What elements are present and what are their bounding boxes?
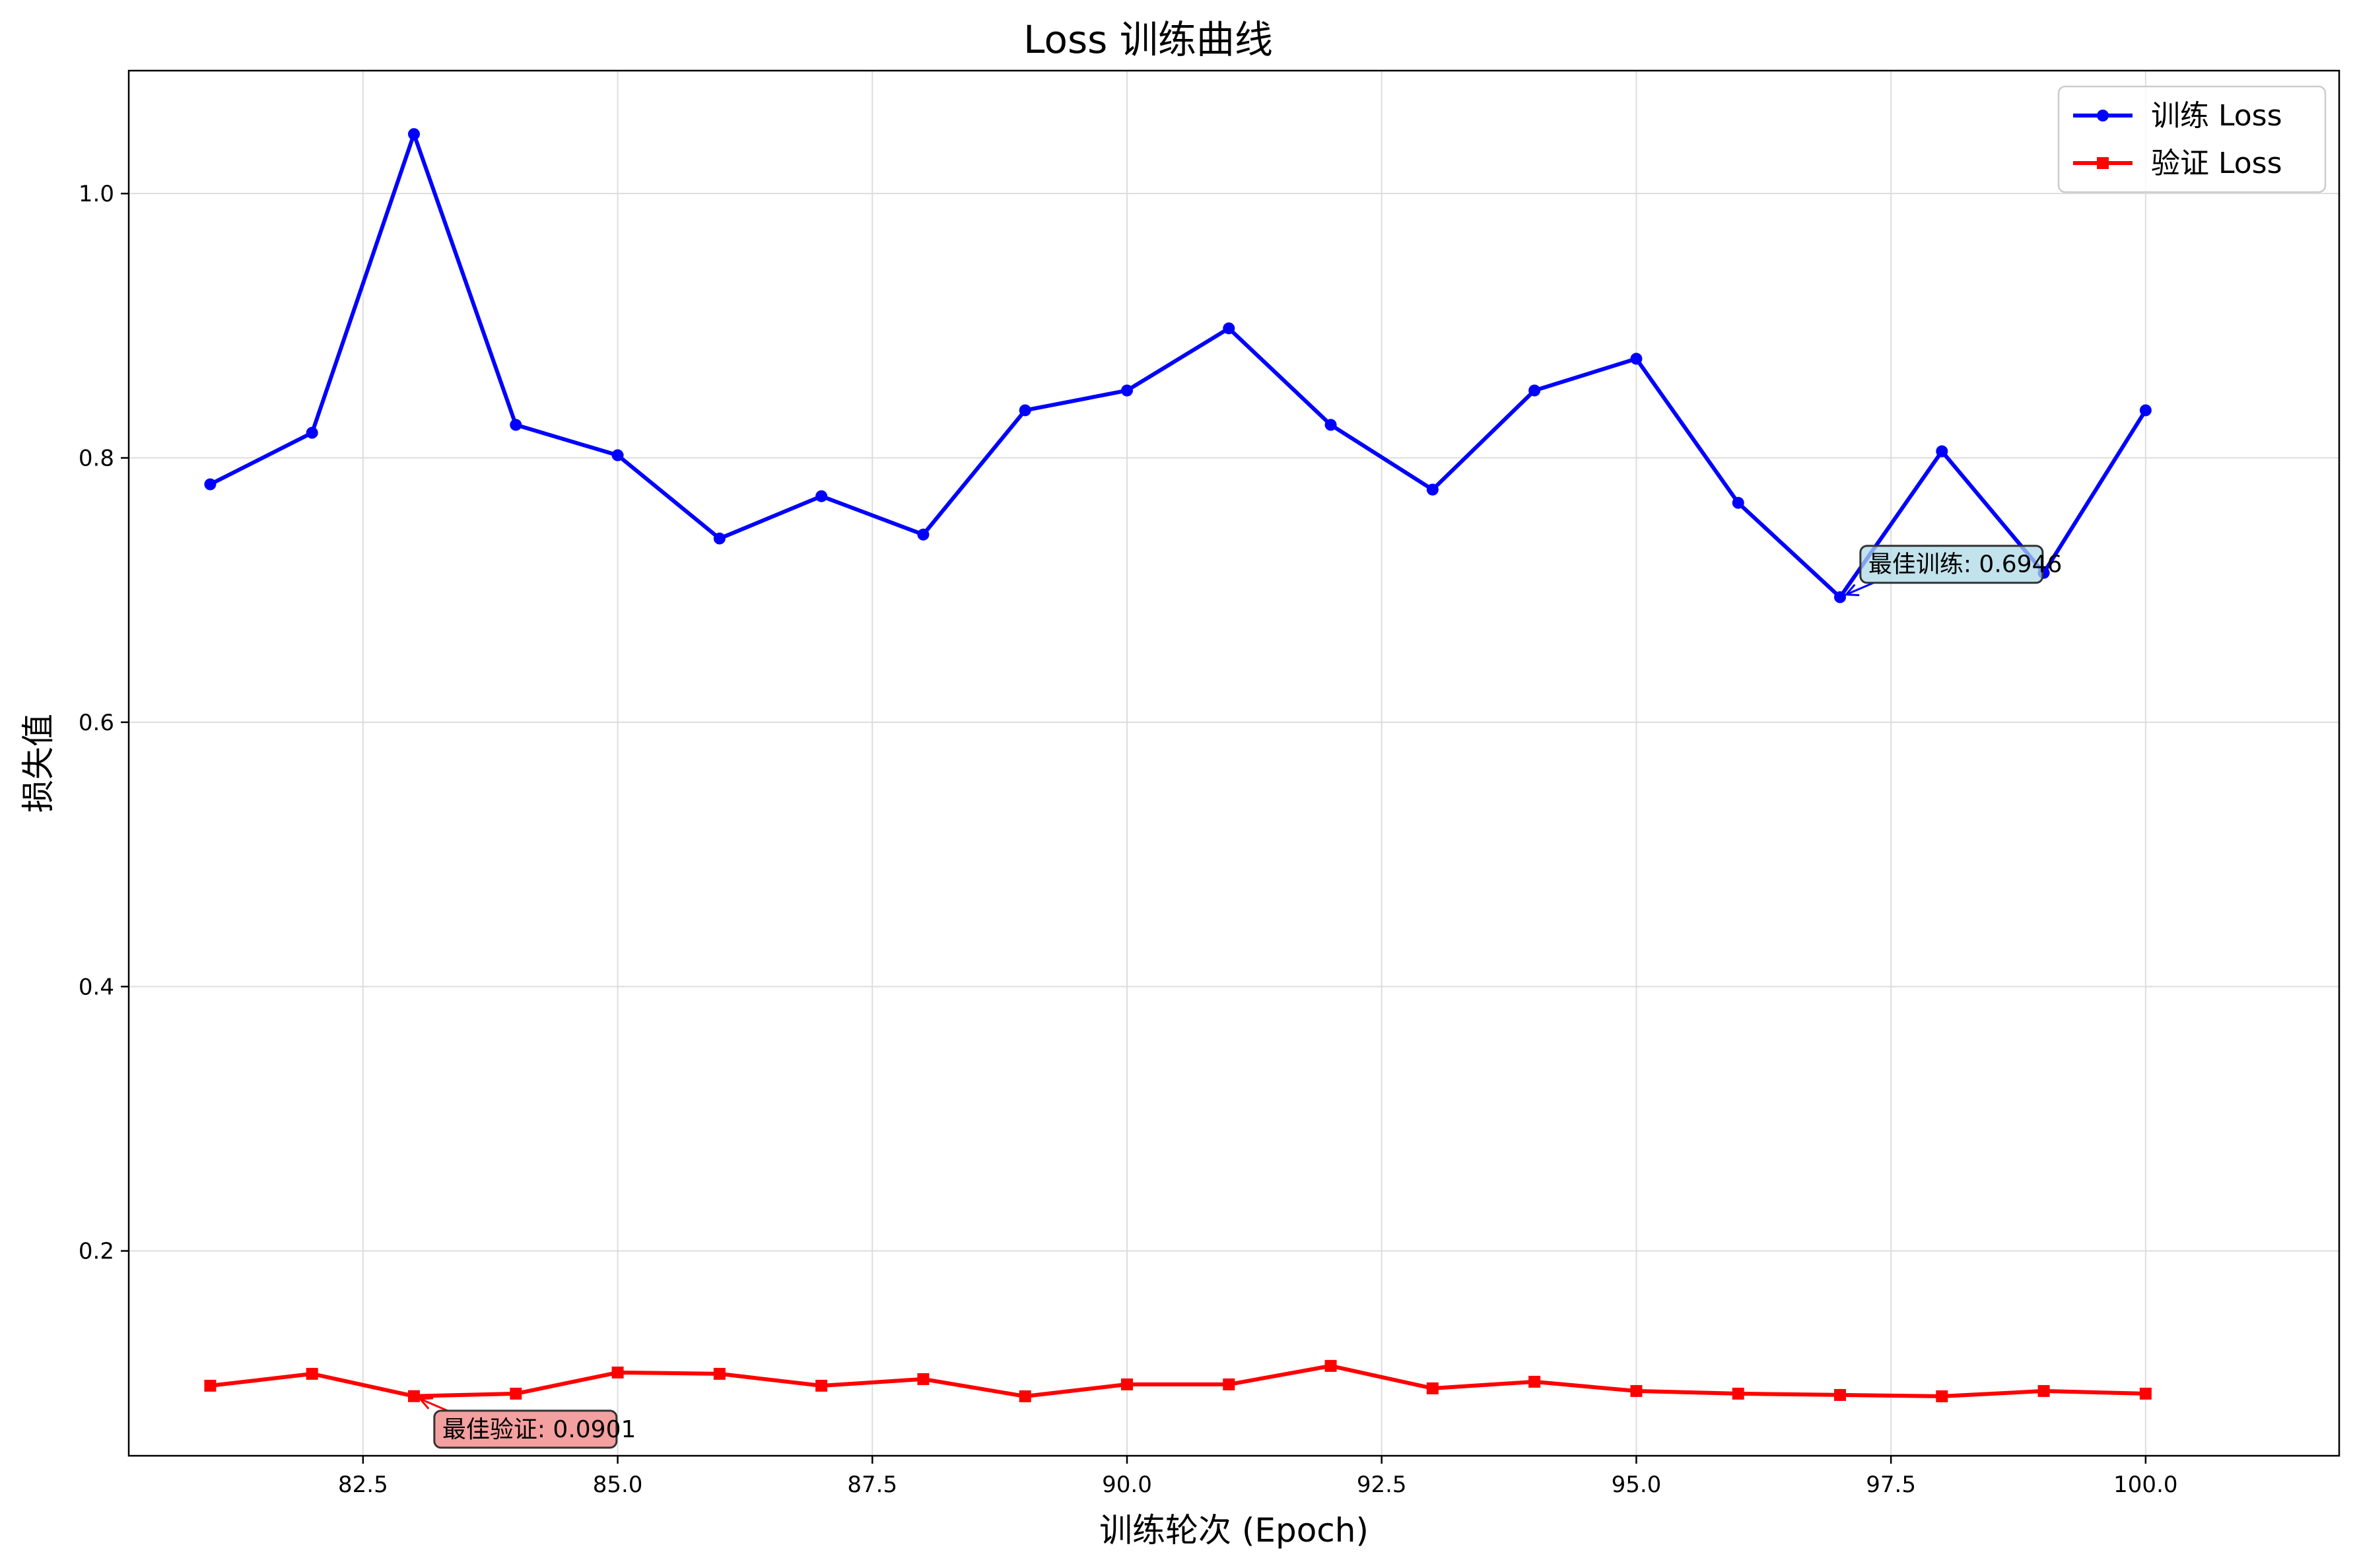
data-point <box>2139 404 2152 417</box>
x-tick-label: 90.0 <box>1102 1472 1152 1498</box>
annotation-text: 最佳验证: 0.0901 <box>442 1416 636 1443</box>
data-point <box>1223 322 1235 335</box>
data-point <box>1630 353 1643 365</box>
data-point <box>917 528 930 541</box>
data-point <box>1834 591 1846 603</box>
data-point <box>2139 1387 2152 1400</box>
data-point <box>713 1367 726 1380</box>
y-axis: 0.2 0.4 0.6 0.8 1.0 <box>79 181 129 1265</box>
data-point <box>1019 1390 1031 1402</box>
data-point <box>1732 496 1744 509</box>
annotation-text: 最佳训练: 0.6946 <box>1868 551 2063 578</box>
data-point <box>1834 1388 1846 1401</box>
data-point <box>306 1367 318 1380</box>
x-tick-label: 95.0 <box>1612 1472 1662 1498</box>
data-point <box>204 478 217 491</box>
data-point <box>713 532 726 545</box>
annotation-box <box>433 1410 618 1449</box>
y-tick-label: 1.0 <box>79 181 114 207</box>
data-point <box>1426 483 1439 496</box>
annotation-arrow <box>1845 582 1874 596</box>
data-point <box>1223 1378 1235 1390</box>
data-point <box>1426 1382 1439 1394</box>
legend: 训练 Loss 验证 Loss <box>2057 85 2327 193</box>
y-axis-label: 损失值 <box>19 714 57 813</box>
data-point <box>306 426 318 439</box>
y-tick-label: 0.4 <box>79 974 114 1000</box>
annotations: 最佳训练: 0.6946 最佳验证: 0.0901 <box>418 545 2063 1449</box>
data-point <box>1121 1378 1133 1390</box>
data-point <box>1019 404 1031 417</box>
data-point <box>1528 1375 1541 1388</box>
series-layer <box>204 128 2152 1402</box>
legend-frame <box>2057 85 2327 193</box>
data-point <box>1630 1384 1643 1397</box>
data-point <box>611 1366 624 1379</box>
data-point <box>815 1379 828 1392</box>
y-tick-label: 0.6 <box>79 710 114 736</box>
series-val-loss <box>204 1359 2152 1402</box>
data-point <box>1324 419 1337 431</box>
annotation-arrow <box>419 1398 448 1412</box>
annotation-box <box>1859 545 2044 584</box>
data-point <box>204 1379 217 1392</box>
plot-frame <box>127 69 2340 1457</box>
legend-label: 训练 Loss <box>2151 99 2282 133</box>
x-tick-label: 82.5 <box>338 1472 388 1498</box>
y-tick-label: 0.8 <box>79 446 114 472</box>
y-tick-label: 0.2 <box>79 1239 114 1265</box>
annotation-arrowhead <box>1844 584 1860 596</box>
legend-item: 训练 Loss <box>2073 99 2282 133</box>
data-point <box>1324 1359 1337 1372</box>
data-point <box>1528 384 1541 397</box>
series-line <box>209 132 2148 599</box>
legend-marker <box>2097 110 2109 121</box>
x-tick-label: 87.5 <box>847 1472 897 1498</box>
legend-label: 验证 Loss <box>2151 147 2282 180</box>
grid <box>129 71 2339 1456</box>
data-point <box>917 1373 930 1385</box>
series-train-loss <box>204 128 2152 603</box>
data-point <box>1936 445 1948 458</box>
best-train-annotation: 最佳训练: 0.6946 <box>1844 545 2063 596</box>
data-point <box>1732 1387 1744 1400</box>
data-point <box>815 490 828 502</box>
x-tick-label: 85.0 <box>593 1472 643 1498</box>
data-point <box>1936 1390 1948 1402</box>
best-val-annotation: 最佳验证: 0.0901 <box>418 1397 636 1449</box>
chart-title: Loss 训练曲线 <box>1023 17 1273 62</box>
data-point <box>510 1387 522 1400</box>
data-point <box>510 419 522 431</box>
annotation-arrowhead <box>418 1397 434 1410</box>
legend-item: 验证 Loss <box>2073 147 2282 180</box>
x-tick-label: 97.5 <box>1866 1472 1916 1498</box>
data-point <box>408 1390 420 1402</box>
data-point <box>408 128 420 141</box>
data-point <box>611 449 624 461</box>
x-tick-label: 92.5 <box>1357 1472 1407 1498</box>
data-point <box>2037 1384 2050 1397</box>
series-line <box>210 1363 2146 1398</box>
x-axis-label: 训练轮次 (Epoch) <box>1099 1511 1369 1550</box>
x-tick-label: 100.0 <box>2113 1472 2177 1498</box>
data-point <box>1121 384 1133 397</box>
x-axis: 82.5 85.0 87.5 90.0 92.5 95.0 97.5 100.0 <box>338 1456 2178 1498</box>
legend-marker <box>2097 157 2109 169</box>
